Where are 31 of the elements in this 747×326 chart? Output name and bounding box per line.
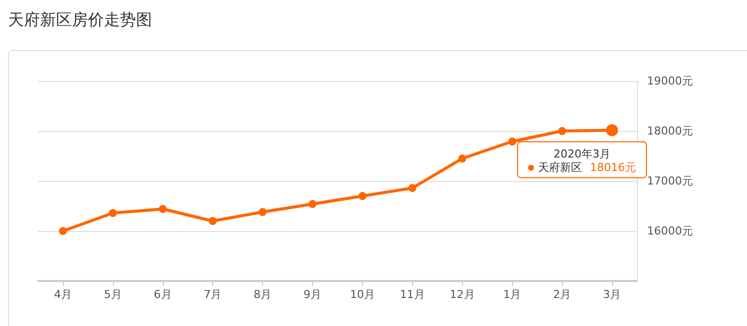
y-tick-label: 16000元 (647, 224, 693, 238)
x-tick-label: 10月 (350, 288, 375, 301)
point (308, 200, 317, 208)
x-tick-label: 8月 (254, 288, 272, 301)
x-tick-label: 12月 (450, 288, 475, 301)
x-tick-label: 3月 (603, 288, 622, 301)
point (408, 184, 416, 192)
point (508, 138, 516, 146)
x-tick-label: 6月 (154, 288, 172, 301)
point (558, 127, 566, 135)
point (358, 192, 366, 200)
point (258, 208, 267, 216)
x-tick-label: 2月 (553, 288, 572, 301)
x-tick-label: 7月 (204, 288, 222, 301)
x-tick-label: 5月 (104, 288, 122, 301)
x-tick-label: 9月 (304, 288, 322, 301)
chart-title: 天府新区房价走势图 (8, 10, 152, 31)
legend-label: 天府新区 (538, 161, 582, 174)
data-label: 18016元 (590, 161, 636, 174)
point (208, 217, 217, 225)
y-tick-label: 18000元 (647, 124, 693, 138)
y-tick-label: 17000元 (647, 174, 693, 188)
x-tick-label: 4月 (54, 288, 72, 301)
x-tick-label: 1月 (503, 288, 522, 301)
point (458, 154, 466, 162)
x-tick-label: 11月 (400, 288, 425, 301)
point (58, 227, 67, 235)
annotation: 2020年3月 (554, 148, 611, 161)
y-tick-label: 19000元 (647, 74, 693, 88)
point (108, 209, 117, 217)
point (158, 205, 167, 213)
